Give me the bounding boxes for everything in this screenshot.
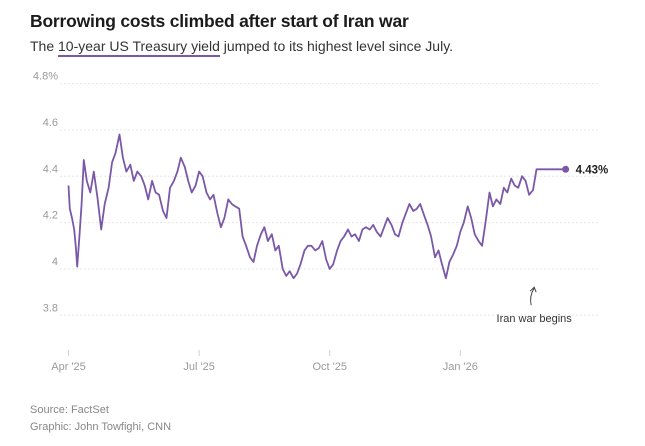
end-point-marker: [562, 165, 570, 173]
x-tick-label: Oct '25: [312, 361, 347, 373]
annotation-label: Iran war begins: [497, 313, 573, 325]
annotation-layer: Iran war begins: [497, 286, 573, 325]
annotation-arrow: [530, 287, 535, 306]
x-tick-label: Jan '26: [443, 361, 478, 373]
end-value-label: 4.43%: [576, 164, 609, 176]
annotation-arrowhead: [529, 286, 537, 293]
y-axis-ticks: 4.8% 4.6 4.4 4.2 4 3.8: [33, 71, 58, 315]
x-tick-label: Jul '25: [183, 361, 214, 373]
y-tick-label: 4.4: [43, 163, 58, 175]
y-tick-label: 4: [52, 256, 58, 268]
series-layer: 4.43%: [67, 133, 609, 280]
source-note: Source: FactSet: [30, 404, 109, 416]
chart-subtitle: The 10-year US Treasury yield jumped to …: [30, 38, 454, 57]
x-axis-ticks: Apr '25 Jul '25 Oct '25 Jan '26: [51, 350, 478, 373]
y-tick-label: 3.8: [43, 302, 58, 314]
subtitle-prefix: The: [30, 38, 59, 54]
credit-note: Graphic: John Towfighi, CNN: [30, 421, 172, 433]
yield-line: [67, 133, 566, 280]
y-tick-label: 4.2: [43, 210, 58, 222]
y-tick-label: 4.8%: [33, 71, 58, 83]
y-tick-label: 4.6: [43, 117, 58, 129]
subtitle-suffix: jumped to its highest level since July.: [219, 38, 454, 54]
chart-title: Borrowing costs climbed after start of I…: [30, 11, 409, 31]
x-tick-label: Apr '25: [51, 361, 86, 373]
treasury-yield-link[interactable]: 10-year US Treasury yield: [58, 38, 220, 57]
grid-lines: [60, 83, 600, 316]
